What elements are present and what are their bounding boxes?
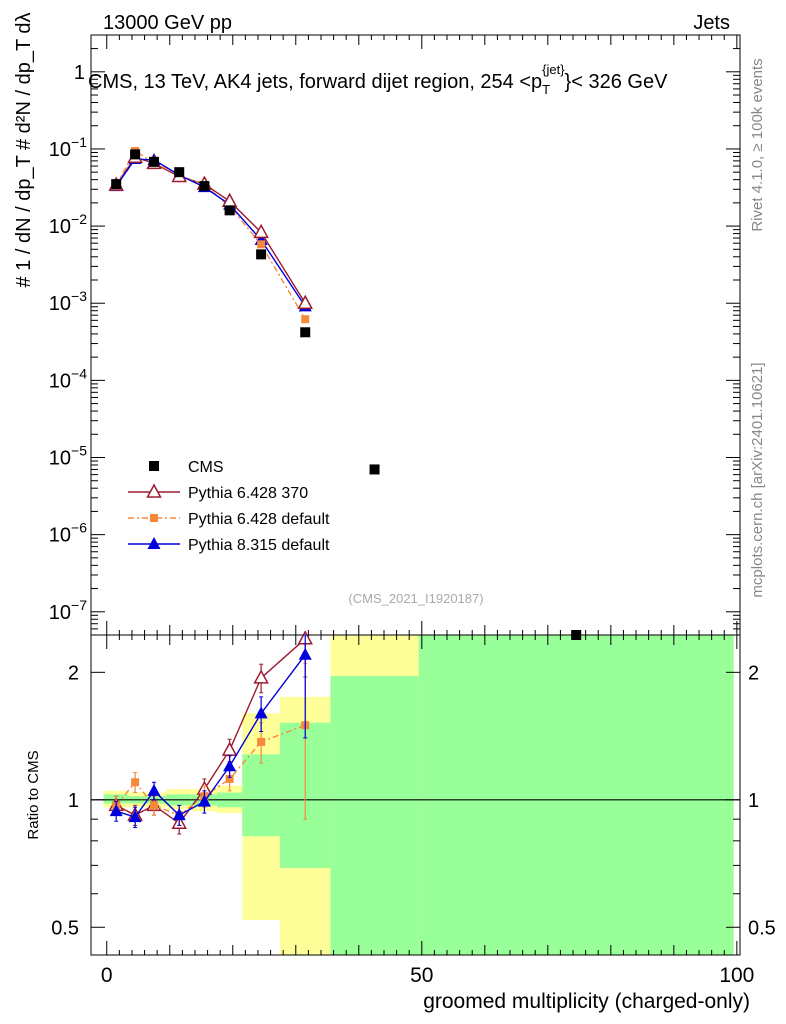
ratio-y-tick-label: 0.5 bbox=[51, 917, 79, 939]
band-inner-8 bbox=[330, 676, 419, 955]
main-y-tick-label: 10−5 bbox=[49, 443, 87, 470]
chart-title: CMS, 13 TeV, AK4 jets, forward dijet reg… bbox=[88, 62, 668, 97]
ratio-panel-series bbox=[108, 630, 313, 835]
ratio-point-py8_default bbox=[298, 647, 312, 660]
x-tick-label: 100 bbox=[719, 964, 754, 987]
ratio-point-py8_default bbox=[128, 810, 142, 823]
legend-label-py6_default: Pythia 6.428 default bbox=[188, 511, 330, 528]
main-y-tick-label: 10−4 bbox=[49, 365, 87, 392]
main-series-line-py6_default bbox=[115, 150, 306, 320]
main-point-data bbox=[256, 249, 267, 260]
legend-marker-py6_370 bbox=[146, 483, 162, 498]
ratio-y-tick-label: 2 bbox=[68, 662, 79, 684]
axes: 0 50 100 1 10−1 10−2 10−3 10−4 10−5 10−6 10−7 0.5 0.… bbox=[49, 34, 776, 987]
main-point-py6_default bbox=[301, 315, 310, 324]
main-point-data bbox=[224, 205, 235, 216]
ratio-frame bbox=[90, 634, 741, 956]
ratio-point-py6_default bbox=[150, 801, 159, 810]
main-y-axis-label: # 1 / dN / dp_T # d²N / dp_T dλ bbox=[13, 13, 35, 288]
ratio-uncertainty-bands bbox=[103, 635, 734, 955]
legend-label-py6_370: Pythia 6.428 370 bbox=[188, 485, 308, 502]
legend-label-py8_default: Pythia 8.315 default bbox=[188, 537, 330, 554]
main-point-data bbox=[130, 149, 141, 160]
ratio-point-py8_default bbox=[109, 804, 123, 817]
main-point-data bbox=[174, 167, 185, 178]
legend-label-data: CMS bbox=[188, 459, 224, 476]
main-point-py6_370 bbox=[253, 223, 269, 239]
ratio-y-tick-label-right: 0.5 bbox=[748, 917, 776, 939]
main-y-tick-label: 10−2 bbox=[49, 211, 87, 238]
main-point-py6_370 bbox=[297, 294, 313, 309]
analysis-watermark: (CMS_2021_I1920187) bbox=[348, 591, 483, 606]
main-series-line-py6_370 bbox=[115, 156, 306, 304]
main-point-data bbox=[369, 464, 380, 475]
band-inner-6 bbox=[242, 754, 281, 837]
legend-marker-py6_default bbox=[150, 514, 158, 522]
main-point-data bbox=[149, 156, 160, 167]
main-y-tick-label: 10−6 bbox=[49, 520, 87, 547]
chart-title-tail: }< 326 GeV bbox=[565, 71, 669, 93]
legend-marker-py8_default bbox=[147, 537, 161, 549]
ratio-point-py8_default bbox=[172, 808, 186, 821]
chart-title-sup: {jet} bbox=[542, 62, 565, 77]
legend: CMS Pythia 6.428 370 Pythia 6.428 default P… bbox=[128, 459, 330, 554]
main-series-line-py8_default bbox=[115, 158, 306, 307]
main-point-data bbox=[111, 179, 122, 190]
main-y-tick-label: 10−7 bbox=[49, 597, 87, 624]
ratio-series-line-py6_default bbox=[115, 724, 306, 816]
ratio-point-py8_default bbox=[147, 783, 161, 796]
header-left-label: 13000 GeV pp bbox=[103, 12, 232, 34]
ratio-series-line-py8_default bbox=[115, 654, 306, 818]
legend-marker-data bbox=[149, 461, 159, 471]
main-y-tick-label: 10−3 bbox=[49, 288, 87, 315]
ratio-point-py6_370 bbox=[221, 741, 238, 756]
main-y-tick-label: 1 bbox=[74, 62, 85, 84]
x-axis-label: groomed multiplicity (charged-only) bbox=[423, 990, 750, 1013]
ratio-point-py8_default bbox=[223, 759, 237, 772]
ratio-y-tick-label-right: 2 bbox=[748, 662, 759, 684]
ratio-y-tick-label-right: 1 bbox=[748, 790, 759, 812]
main-point-data bbox=[300, 327, 311, 338]
ratio-point-py8_default bbox=[254, 706, 268, 719]
mcplots-label: mcplots.cern.ch [arXiv:2401.10621] bbox=[749, 362, 766, 597]
ratio-y-axis-label: Ratio to CMS bbox=[25, 750, 42, 839]
ratio-point-py6_default bbox=[225, 774, 234, 783]
band-inner-9 bbox=[418, 635, 734, 955]
chart-title-sub: T bbox=[542, 82, 550, 97]
main-y-tick-label: 10−1 bbox=[49, 134, 87, 161]
ratio-point-py6_default bbox=[131, 778, 140, 787]
main-point-py6_default bbox=[257, 240, 266, 249]
ratio-point-py6_default bbox=[257, 737, 266, 746]
rivet-version-label: Rivet 4.1.0, ≥ 100k events bbox=[749, 58, 766, 231]
chart-title-main: CMS, 13 TeV, AK4 jets, forward dijet reg… bbox=[88, 71, 542, 93]
ratio-point-py6_370 bbox=[253, 669, 269, 684]
main-point-py6_370 bbox=[221, 192, 238, 207]
header-right-label: Jets bbox=[693, 12, 730, 34]
ratio-y-tick-label: 1 bbox=[68, 790, 79, 812]
main-panel-series bbox=[108, 147, 582, 640]
x-tick-label: 0 bbox=[101, 964, 113, 987]
ratio-point-py8_default bbox=[197, 794, 211, 807]
x-tick-label: 50 bbox=[410, 964, 433, 987]
main-point-data bbox=[571, 630, 582, 640]
main-point-data bbox=[199, 181, 210, 192]
